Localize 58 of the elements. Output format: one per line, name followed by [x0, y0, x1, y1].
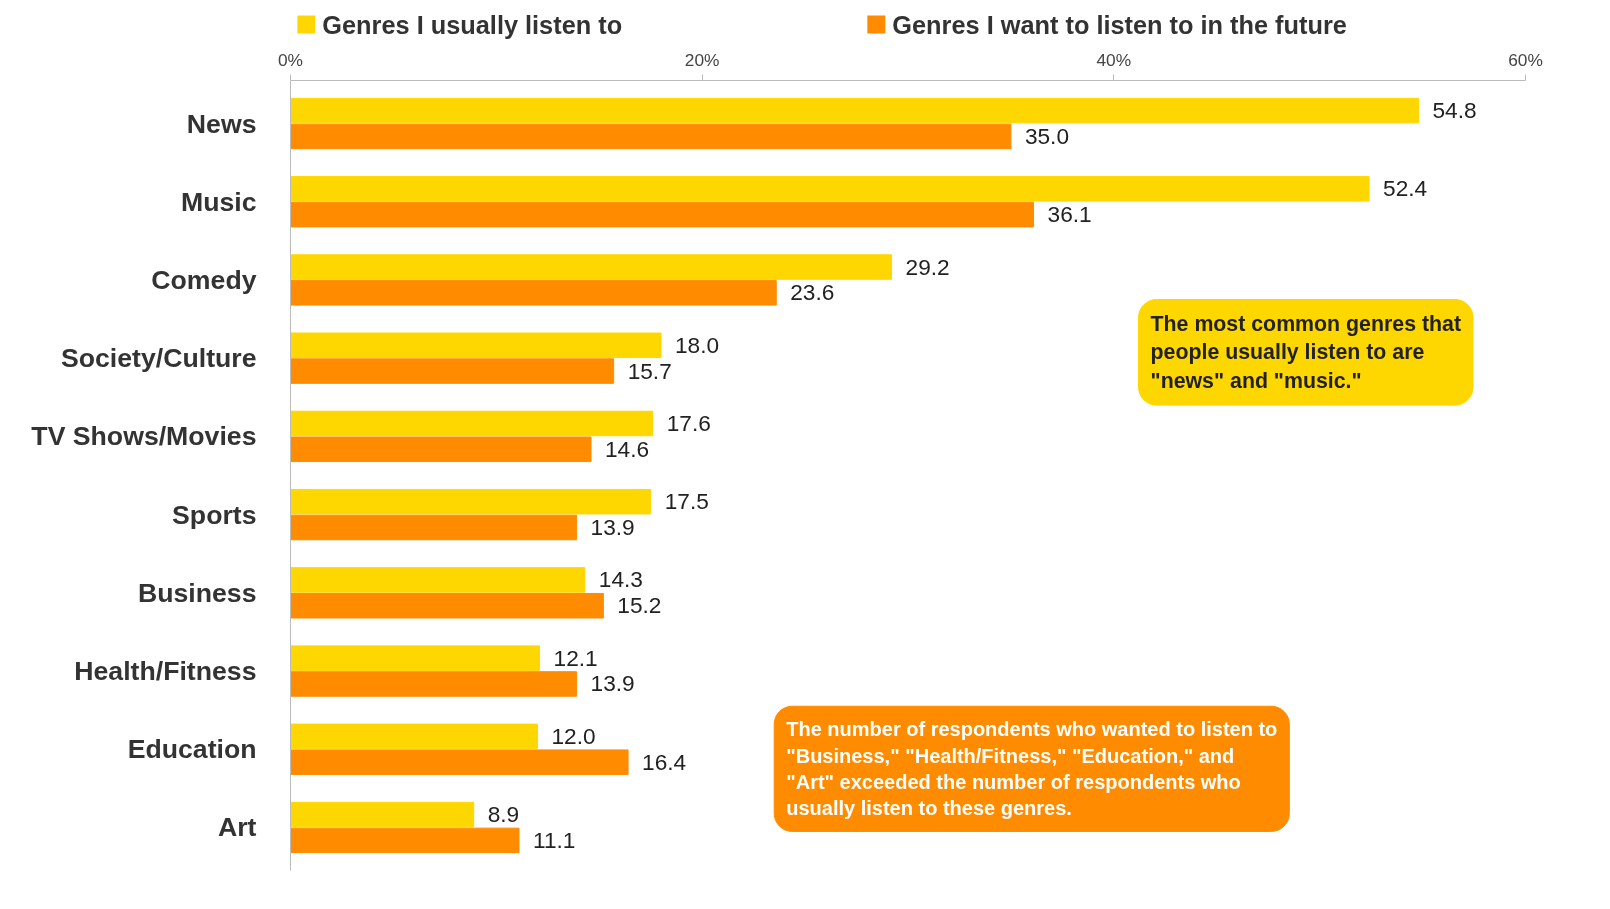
bar [290, 201, 1035, 228]
data-label: 14.3 [598, 566, 643, 593]
data-label: 8.9 [487, 801, 520, 828]
bar [290, 436, 592, 463]
bar [290, 592, 604, 619]
data-label: 35.0 [1024, 122, 1070, 149]
data-label: 16.4 [642, 748, 687, 775]
bar [290, 410, 654, 437]
y-tick-label: News [186, 108, 257, 139]
y-tick-label: Health/Fitness [74, 656, 257, 687]
bar [290, 176, 1370, 202]
data-label: 17.5 [664, 488, 709, 515]
data-label: 29.2 [905, 253, 950, 280]
y-tick-label: TV Shows/Movies [31, 421, 257, 452]
data-label: 52.4 [1383, 175, 1428, 202]
data-label: 15.2 [617, 592, 662, 619]
legend-label: Genres I usually listen to [322, 10, 623, 39]
x-tick-label: 60% [1508, 49, 1543, 70]
bar [290, 645, 541, 671]
y-tick-label: Sports [172, 499, 257, 530]
bar [290, 671, 578, 697]
y-tick-label: Business [137, 577, 257, 608]
bar [290, 280, 777, 306]
y-tick-label: Music [180, 186, 257, 217]
data-label: 14.6 [605, 435, 650, 462]
y-tick-label: Art [218, 812, 257, 843]
x-tick-label: 20% [684, 49, 720, 70]
data-label: 17.6 [666, 409, 711, 436]
y-tick-label: Comedy [151, 264, 257, 295]
data-label: 23.6 [790, 279, 835, 306]
bar [290, 358, 615, 384]
data-label: 15.7 [627, 357, 672, 384]
legend-label: Genres I want to listen to in the future [892, 10, 1347, 39]
data-label: 36.1 [1047, 201, 1092, 228]
bar [290, 567, 586, 593]
bar [290, 123, 1012, 150]
data-label: 11.1 [532, 826, 576, 853]
bar [290, 827, 520, 854]
data-label: 12.0 [551, 722, 596, 749]
bar [290, 488, 652, 515]
data-label: 18.0 [675, 331, 720, 358]
annotation: The most common genres that people usually listen to are "news" and "music." [1150, 311, 1462, 394]
bar [290, 801, 475, 828]
y-tick-label: Society/Culture [60, 343, 257, 374]
data-label: 13.9 [590, 514, 635, 541]
bar [290, 514, 578, 541]
x-tick-label: 0% [277, 49, 304, 70]
bar [290, 254, 893, 280]
bar [290, 749, 629, 775]
y-tick-label: Education [127, 734, 257, 765]
data-label: 12.1 [553, 644, 598, 671]
bar [290, 332, 662, 359]
annotation: The number of respondents who wanted to listen to "Business," "Health/Fitness," "Education," and "Art" exceeded the number of respondents who usually listen to these genres. [786, 718, 1278, 820]
bar [290, 723, 538, 750]
data-label: 54.8 [1432, 97, 1477, 124]
data-label: 13.9 [590, 670, 635, 697]
x-tick-label: 40% [1096, 49, 1132, 70]
bar [290, 97, 1419, 124]
